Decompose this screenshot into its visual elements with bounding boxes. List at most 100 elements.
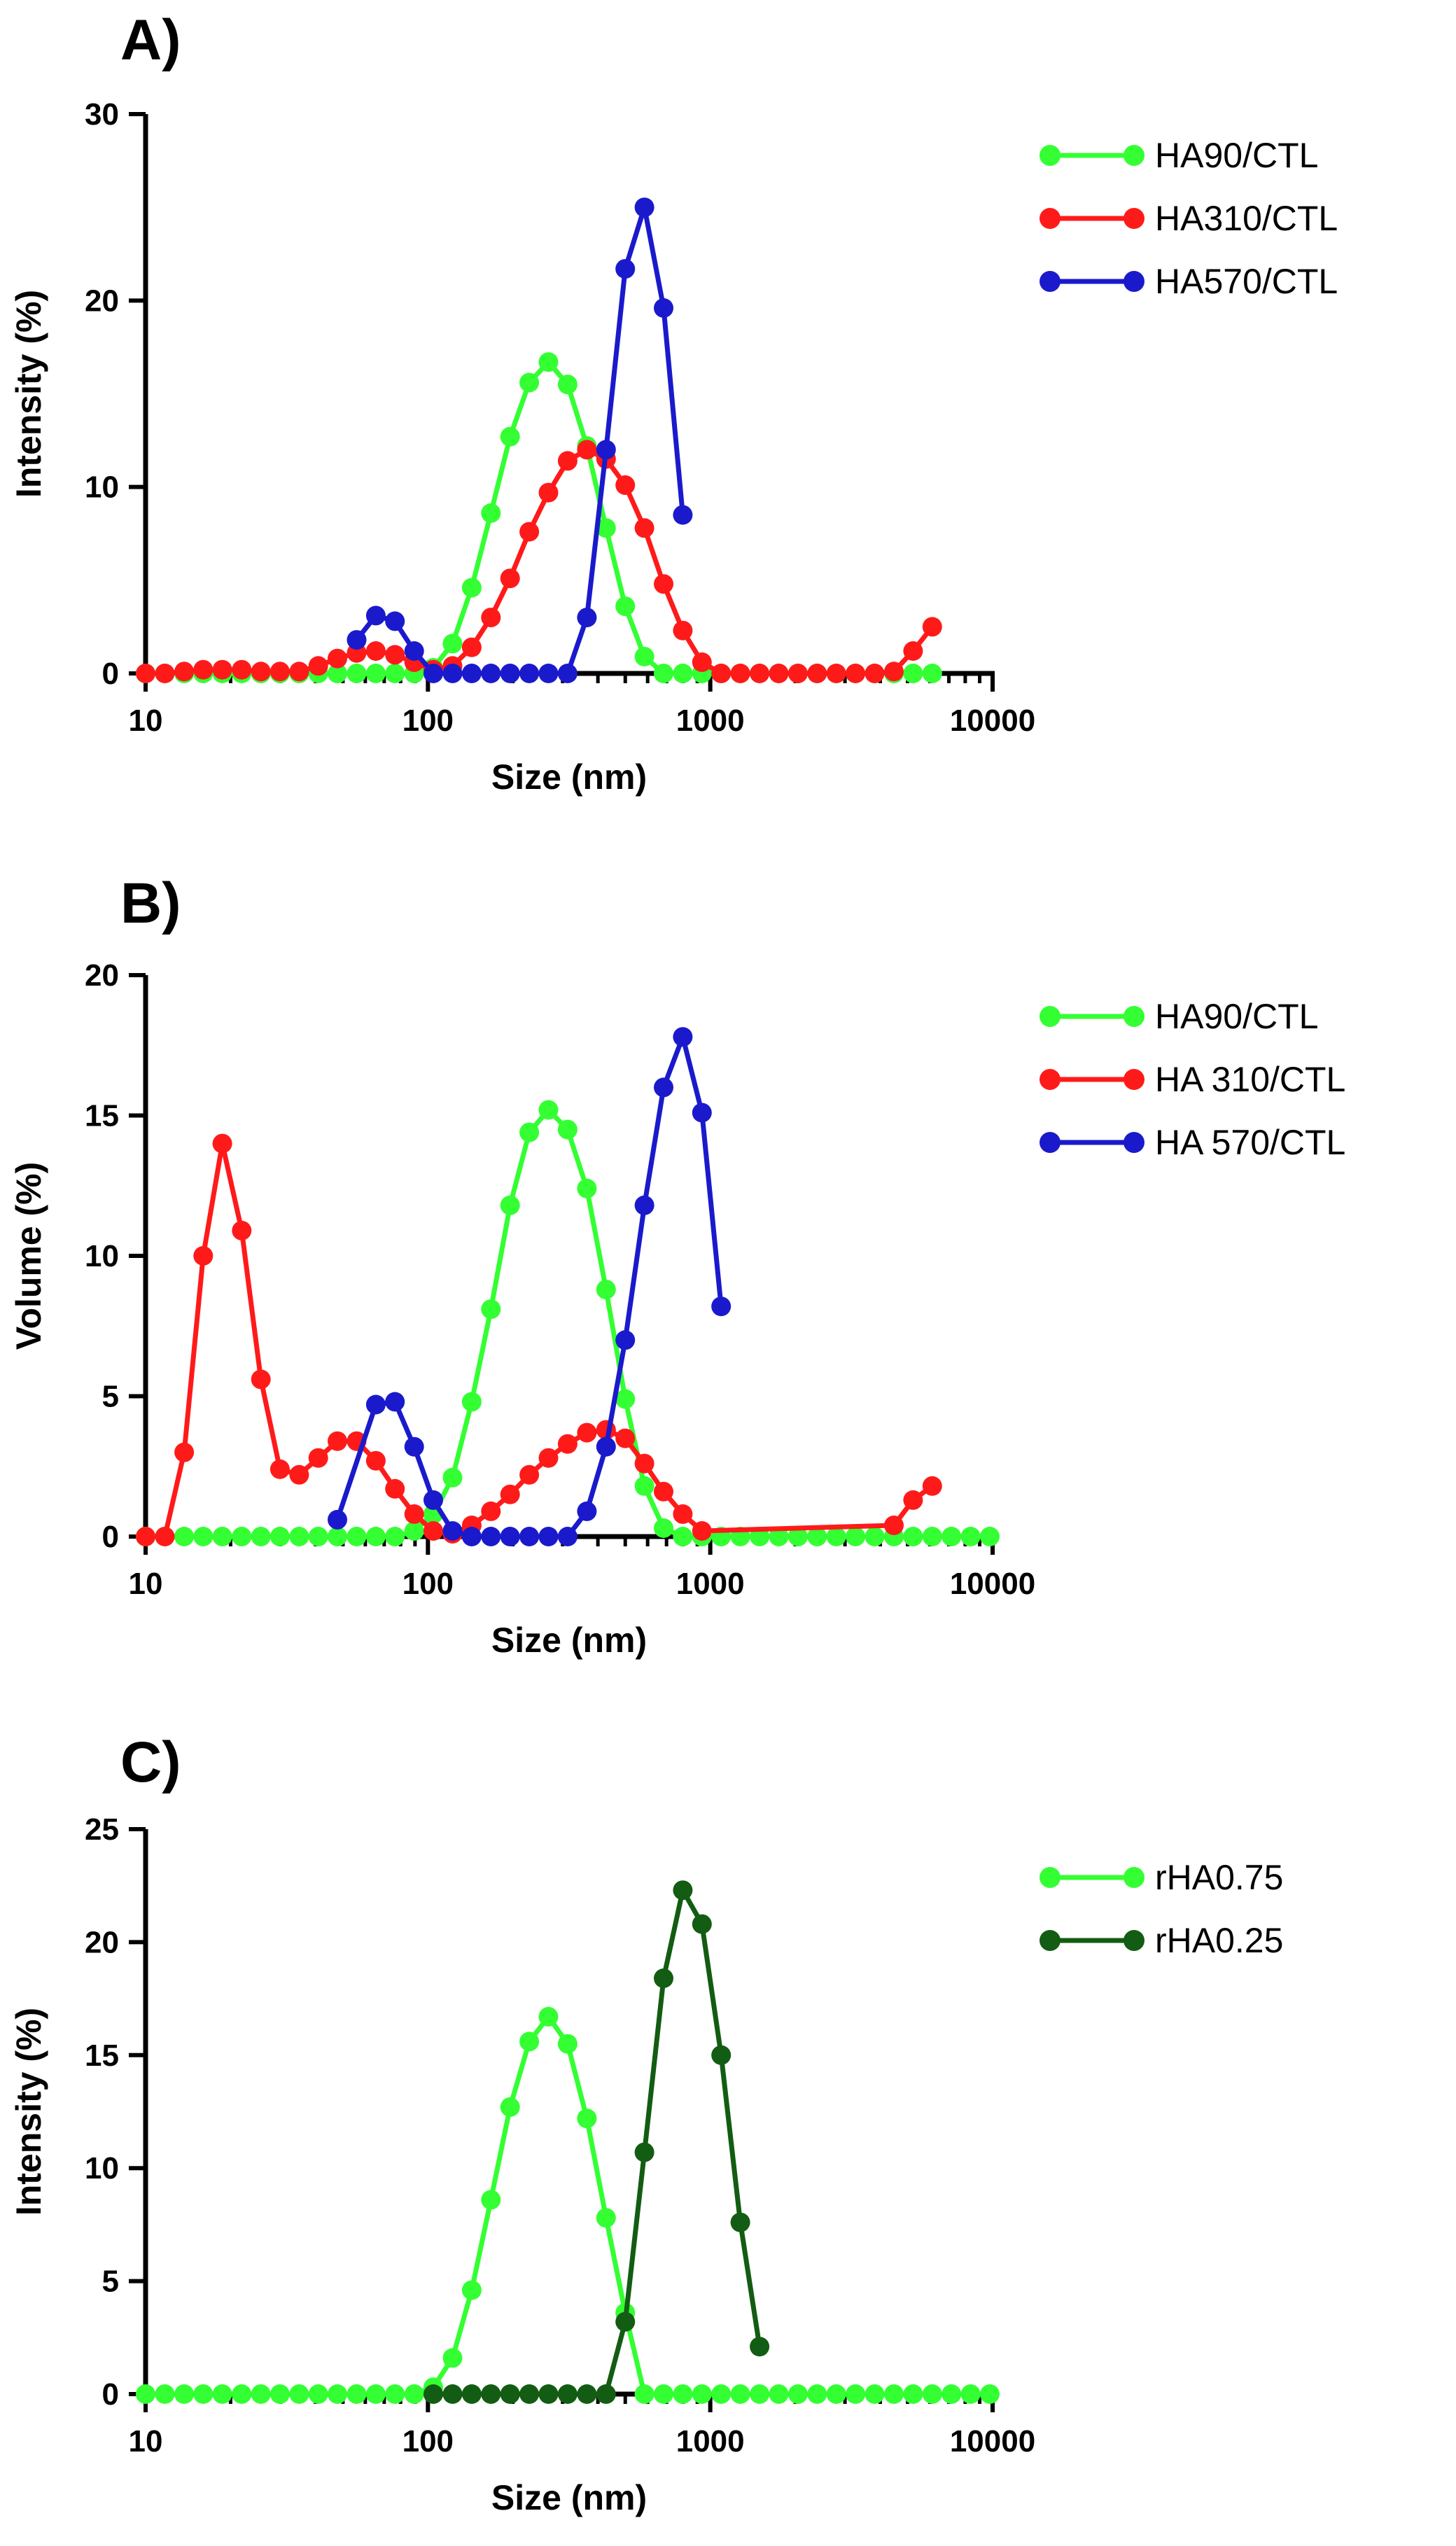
data-point — [654, 574, 673, 594]
data-point — [711, 1296, 732, 1317]
data-point — [174, 1442, 195, 1462]
data-point — [596, 518, 616, 538]
y-tick-label: 20 — [85, 284, 119, 318]
data-point — [557, 1527, 578, 1546]
y-tick-label: 15 — [85, 2038, 119, 2073]
x-tick-label: 1000 — [676, 704, 745, 738]
legend-label: HA310/CTL — [1155, 199, 1338, 238]
data-point — [634, 1453, 654, 1474]
legend-label: HA90/CTL — [1155, 136, 1318, 175]
data-point — [481, 2190, 501, 2210]
data-point — [654, 2384, 673, 2404]
data-point — [769, 2384, 789, 2404]
data-point — [615, 2311, 636, 2332]
data-point — [692, 1914, 712, 1934]
series-line — [335, 1034, 724, 1539]
data-point — [212, 659, 232, 680]
data-point — [328, 1431, 347, 1451]
series-2 — [424, 1880, 770, 2404]
data-point — [673, 1027, 693, 1047]
data-point — [481, 1527, 501, 1546]
data-point — [328, 648, 347, 669]
legend-marker — [1040, 1006, 1060, 1027]
y-tick-label: 10 — [85, 1239, 119, 1273]
y-tick-label: 0 — [102, 657, 119, 691]
data-point — [442, 1467, 463, 1488]
data-point — [424, 664, 443, 683]
data-point — [711, 664, 732, 683]
data-point — [826, 2384, 846, 2404]
data-point — [328, 1527, 347, 1546]
data-point — [538, 482, 559, 503]
legend-label: HA 310/CTL — [1155, 1060, 1345, 1099]
data-point — [270, 662, 290, 682]
x-tick-label: 10000 — [950, 1567, 1035, 1601]
data-point — [481, 2384, 501, 2404]
data-point — [922, 1476, 942, 1496]
data-point — [673, 1504, 693, 1524]
data-point — [673, 1880, 693, 1901]
data-point — [903, 2384, 923, 2404]
data-point — [481, 503, 501, 523]
data-point — [769, 1527, 789, 1546]
x-tick-label: 10 — [129, 2424, 163, 2458]
data-point — [692, 1521, 712, 1541]
data-point — [212, 2384, 232, 2404]
data-point — [232, 2384, 252, 2404]
legend-marker — [1124, 1132, 1144, 1153]
data-point — [557, 451, 578, 471]
data-point — [232, 1220, 252, 1240]
legend-marker — [1124, 145, 1144, 166]
x-tick-label: 10 — [129, 1567, 163, 1601]
panel-a: A) 0 10 20 30 10 100 1000 10000 Size (nm) Intensit… — [9, 8, 1338, 797]
series-1 — [136, 1100, 1000, 1546]
data-point — [442, 2384, 463, 2404]
data-point — [481, 664, 501, 683]
data-point — [404, 641, 424, 661]
data-point — [960, 2384, 981, 2404]
y-tick-label: 20 — [85, 1925, 119, 1959]
data-point — [481, 1501, 501, 1521]
data-point — [136, 2384, 155, 2404]
x-axis-title: Size (nm) — [491, 1621, 647, 1660]
data-point — [251, 1369, 271, 1390]
data-point — [155, 2384, 175, 2404]
data-point — [519, 1527, 540, 1546]
data-point — [270, 1459, 290, 1479]
data-point — [500, 568, 520, 589]
data-point — [941, 2384, 962, 2404]
y-axis-title: Intensity (%) — [9, 290, 48, 498]
data-point — [615, 1389, 636, 1409]
data-point — [673, 1527, 693, 1546]
data-point — [136, 1527, 155, 1546]
data-point — [634, 1195, 654, 1215]
data-point — [365, 1394, 386, 1415]
data-point — [538, 1448, 559, 1468]
data-point — [289, 2384, 309, 2404]
legend-marker — [1040, 208, 1060, 229]
x-axis-title: Size (nm) — [491, 2478, 647, 2517]
data-point — [174, 662, 195, 682]
legend-marker — [1124, 1069, 1144, 1090]
panel-c: C) 0 5 10 15 20 25 10 100 1000 10000 Size (nm) Inten… — [9, 1730, 1283, 2517]
data-point — [577, 2384, 597, 2404]
data-point — [673, 2384, 693, 2404]
data-point — [673, 505, 693, 525]
data-point — [461, 664, 482, 683]
data-point — [634, 518, 654, 538]
data-point — [500, 664, 520, 683]
data-point — [424, 1521, 443, 1541]
data-point — [519, 522, 540, 542]
x-tick-label: 1000 — [676, 2424, 745, 2458]
data-point — [730, 664, 750, 683]
data-point — [557, 375, 578, 395]
data-point — [289, 1464, 309, 1485]
legend-label: rHA0.25 — [1155, 1921, 1283, 1960]
panel-letter: C) — [120, 1730, 181, 1794]
data-point — [615, 259, 636, 279]
data-point — [270, 2384, 290, 2404]
data-point — [750, 2337, 770, 2357]
data-point — [365, 641, 386, 661]
y-tick-label: 10 — [85, 470, 119, 505]
x-tick-label: 10 — [129, 704, 163, 738]
